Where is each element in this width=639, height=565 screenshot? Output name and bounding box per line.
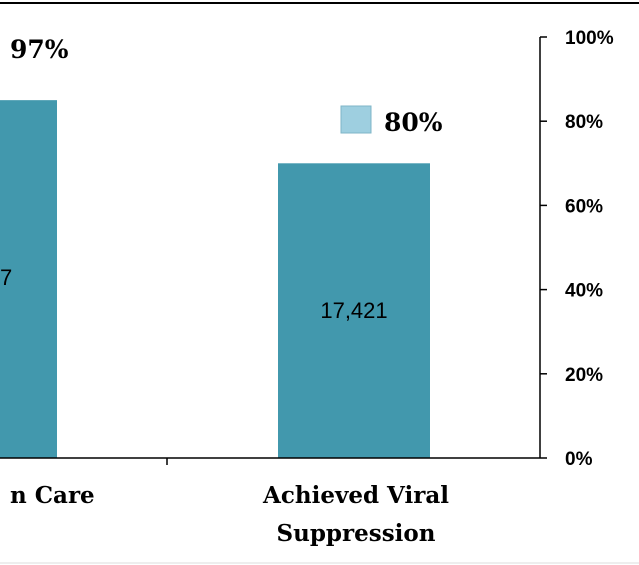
y-tick-label: 20%	[565, 365, 603, 386]
category-label-line: Achieved Viral	[262, 482, 449, 509]
category-label-line: n Care	[10, 482, 95, 509]
y-tick-label: 100%	[565, 28, 614, 49]
y-tick-label: 60%	[565, 196, 603, 217]
category-label-achieved-viral-suppression: Achieved Viral Suppression	[262, 482, 449, 547]
percent-label-viral-suppression: 80%	[384, 108, 443, 137]
y-tick-label: 0%	[565, 449, 593, 470]
category-label-line: Suppression	[277, 520, 436, 547]
y-tick-label: 40%	[565, 281, 603, 302]
bar-achieved-viral-suppression	[278, 163, 430, 459]
y-axis-ticks: 0% 20% 40% 60% 80% 100%	[540, 28, 614, 470]
category-label-in-care: n Care	[10, 482, 95, 509]
percent-label-in-care: 97%	[10, 35, 69, 64]
bar-value-label-in-care: 7	[0, 265, 12, 290]
bar-value-label-viral-suppression: 17,421	[320, 298, 387, 323]
bar-in-care	[0, 100, 57, 459]
legend-marker	[340, 105, 372, 134]
y-tick-label: 80%	[565, 112, 603, 133]
